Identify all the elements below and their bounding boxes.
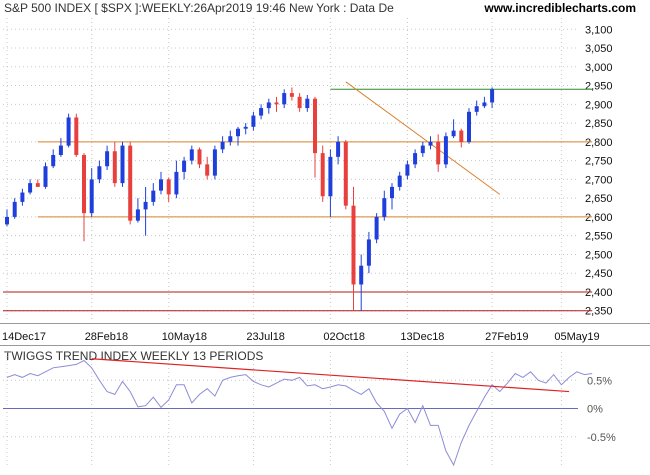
indicator-axis-label-2: -0.5% — [587, 432, 616, 444]
candle-body-30 — [236, 128, 240, 137]
price-axis-label-2700: 2,700 — [585, 174, 613, 186]
candle-body-18 — [143, 201, 148, 210]
candle-body-40 — [313, 98, 317, 154]
candle-body-0 — [5, 216, 9, 225]
candle-body-39 — [305, 98, 310, 109]
candle-body-10 — [82, 154, 86, 214]
price-axis-label-2500: 2,500 — [585, 249, 613, 261]
candle-body-14 — [112, 151, 117, 184]
candle-body-23 — [182, 160, 187, 172]
candle-body-54 — [420, 145, 425, 154]
candle-body-34 — [266, 102, 271, 109]
price-axis-label-2850: 2,850 — [585, 118, 613, 130]
x-axis-label-6: 27Feb19 — [485, 331, 528, 343]
candle-body-13 — [105, 151, 110, 167]
candle-body-48 — [374, 216, 379, 240]
candle-body-62 — [482, 102, 487, 107]
candle-body-6 — [51, 154, 56, 167]
site-watermark[interactable]: www.incrediblecharts.com — [484, 1, 636, 15]
chart-title: S&P 500 INDEX [ $SPX ]:WEEKLY:26Apr2019 … — [4, 1, 394, 15]
candle-body-52 — [405, 164, 410, 176]
price-axis-label-2950: 2,950 — [585, 81, 613, 93]
candle-body-49 — [382, 198, 387, 217]
price-axis-label-2450: 2,450 — [585, 268, 613, 280]
candle-body-11 — [89, 179, 94, 214]
price-axis-label-2400: 2,400 — [585, 287, 613, 299]
candle-body-20 — [159, 179, 163, 191]
candle-body-28 — [220, 141, 225, 150]
price-axis-label-2650: 2,650 — [585, 193, 613, 205]
x-axis-label-0: 14Dec17 — [2, 331, 46, 343]
price-axis-label-3000: 3,000 — [585, 62, 613, 74]
candle-body-16 — [128, 145, 133, 221]
candle-body-60 — [467, 111, 471, 142]
indicator-title: TWIGGS TREND INDEX WEEKLY 13 PERIODS — [4, 349, 264, 363]
candle-body-53 — [413, 153, 418, 165]
candle-body-45 — [351, 205, 356, 285]
x-axis-label-3: 23Jul18 — [246, 331, 285, 343]
candle-body-46 — [359, 265, 364, 285]
candle-body-43 — [336, 141, 341, 157]
candle-body-5 — [43, 166, 48, 187]
x-axis-label-4: 02Oct18 — [323, 331, 365, 343]
candle-body-1 — [12, 201, 17, 217]
candle-body-58 — [451, 130, 456, 137]
candle-body-47 — [366, 239, 371, 266]
candle-body-27 — [212, 149, 217, 176]
candle-body-15 — [120, 145, 125, 184]
x-axis-label-2: 10May18 — [162, 331, 207, 343]
price-axis-label-2800: 2,800 — [585, 137, 613, 149]
candle-body-4 — [35, 183, 40, 187]
candle-body-63 — [490, 89, 495, 103]
x-axis-label-7: 05May19 — [554, 331, 599, 343]
candle-body-37 — [289, 93, 294, 97]
x-axis-label-5: 13Dec18 — [400, 331, 444, 343]
indicator-trend-line — [91, 358, 570, 393]
candle-body-24 — [189, 149, 194, 161]
candle-body-19 — [151, 190, 156, 202]
twiggs-trend-index-line — [6, 359, 593, 467]
candle-body-12 — [97, 166, 102, 180]
candle-body-26 — [205, 164, 210, 176]
candle-body-31 — [243, 126, 248, 129]
price-axis-label-3050: 3,050 — [585, 43, 613, 55]
candle-body-29 — [228, 136, 233, 142]
candle-body-51 — [397, 175, 402, 187]
candle-body-3 — [28, 183, 33, 193]
candle-body-33 — [259, 108, 264, 116]
candle-body-25 — [197, 149, 202, 165]
candle-body-57 — [443, 136, 448, 165]
candle-body-7 — [58, 145, 63, 155]
candle-body-38 — [297, 96, 302, 109]
price-axis-label-2550: 2,550 — [585, 231, 613, 243]
candle-body-55 — [428, 141, 433, 146]
candle-body-42 — [328, 156, 333, 197]
candle-body-36 — [282, 93, 287, 105]
price-trend-line-0 — [345, 81, 501, 195]
candle-body-8 — [66, 117, 71, 146]
candle-body-21 — [166, 179, 171, 195]
candle-body-61 — [474, 106, 479, 112]
candle-body-50 — [390, 186, 394, 199]
x-axis-label-1: 28Feb18 — [85, 331, 128, 343]
indicator-axis-label-1: 0% — [587, 404, 603, 416]
price-axis-label-3100: 3,100 — [585, 24, 613, 36]
candle-body-17 — [135, 209, 140, 221]
candle-body-35 — [274, 102, 279, 105]
candle-body-56 — [436, 141, 441, 165]
price-axis-label-2350: 2,350 — [585, 306, 613, 318]
candle-body-41 — [320, 153, 325, 197]
candle-body-9 — [74, 117, 79, 155]
candle-body-59 — [459, 130, 464, 142]
price-axis-label-2900: 2,900 — [585, 99, 613, 111]
price-axis-label-2750: 2,750 — [585, 156, 613, 168]
price-axis-label-2600: 2,600 — [585, 212, 613, 224]
candle-body-22 — [174, 171, 179, 195]
candle-body-44 — [343, 141, 348, 206]
indicator-axis-label-0: 0.5% — [587, 375, 612, 387]
candle-body-2 — [20, 192, 25, 202]
candle-body-32 — [251, 115, 256, 127]
